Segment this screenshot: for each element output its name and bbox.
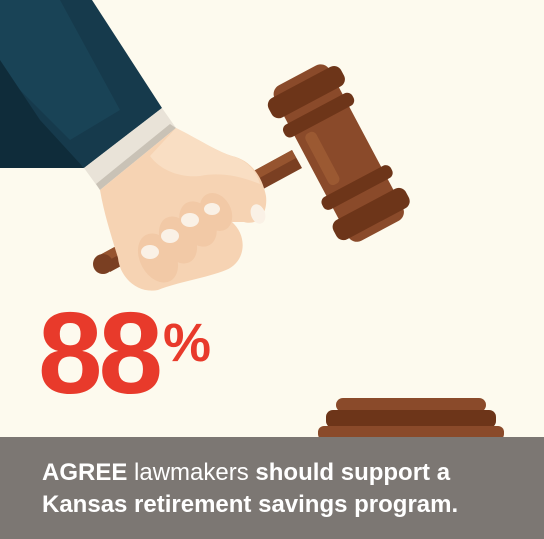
stat-percent-sign: %: [163, 313, 212, 373]
stat-number: 88: [38, 288, 163, 418]
hand: [100, 128, 267, 291]
sleeve: [0, 0, 176, 190]
caption-banner: [0, 437, 544, 539]
caption-line1-rest: should support a: [255, 459, 451, 486]
caption-text: AGREE lawmakers should support a Kansas …: [42, 457, 522, 521]
caption-lawmakers: lawmakers: [134, 459, 249, 486]
agree-percentage: 88 %: [38, 288, 212, 418]
caption-line2: Kansas retirement savings program.: [42, 491, 459, 518]
gavel-head: [267, 64, 410, 242]
sound-block: [318, 398, 504, 440]
caption-agree: AGREE: [42, 459, 128, 486]
